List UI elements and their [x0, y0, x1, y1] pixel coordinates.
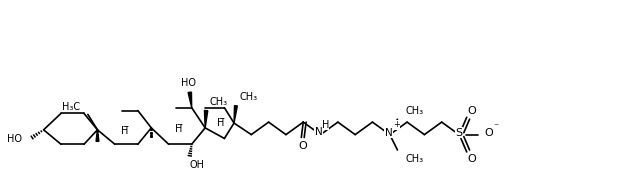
Text: +: +	[393, 121, 400, 130]
Text: OH: OH	[190, 160, 205, 170]
Text: O: O	[299, 141, 308, 151]
Text: CH₃: CH₃	[405, 154, 423, 164]
Text: H̅: H̅	[217, 118, 224, 128]
Text: O: O	[467, 154, 476, 164]
Polygon shape	[204, 110, 208, 128]
Text: CH₃: CH₃	[240, 92, 258, 102]
Text: HO: HO	[181, 78, 196, 88]
Text: HO: HO	[8, 134, 22, 144]
Text: CH₃: CH₃	[209, 97, 227, 107]
Polygon shape	[234, 106, 237, 123]
Text: H₃C: H₃C	[62, 102, 80, 112]
Text: H: H	[321, 120, 329, 130]
Text: O: O	[467, 106, 476, 116]
Text: N: N	[385, 128, 393, 138]
Text: ⁻: ⁻	[493, 122, 499, 132]
Text: S: S	[456, 128, 463, 138]
Text: N: N	[315, 127, 323, 137]
Text: H̅: H̅	[175, 124, 182, 134]
Polygon shape	[188, 92, 192, 108]
Polygon shape	[96, 130, 99, 141]
Text: H̅: H̅	[121, 126, 128, 136]
Text: O: O	[484, 128, 493, 138]
Text: CH₃: CH₃	[405, 106, 423, 116]
